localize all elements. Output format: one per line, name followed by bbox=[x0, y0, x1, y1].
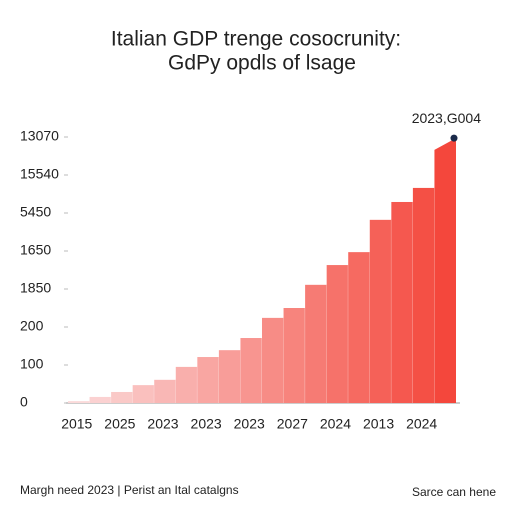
x-tick-label: 2025 bbox=[104, 416, 135, 432]
footer-left: Margh need 2023 | Perist an Ital catalgn… bbox=[20, 483, 239, 497]
end-point bbox=[450, 134, 458, 142]
y-tick-label: 100 bbox=[20, 356, 44, 372]
chart-subtitle: GdPy opdls of lsage bbox=[168, 52, 356, 75]
area-step bbox=[218, 350, 241, 403]
footer-right: Sarce can hene bbox=[412, 485, 496, 499]
area-step bbox=[89, 396, 112, 403]
area-step bbox=[434, 138, 456, 403]
y-tick-label: 5450 bbox=[20, 204, 51, 220]
area-step bbox=[262, 317, 285, 403]
y-tick-label: 13070 bbox=[20, 128, 59, 144]
chart-title: Italian GDP trenge cosocrunity: bbox=[111, 28, 401, 51]
x-tick-label: 2023 bbox=[234, 416, 265, 432]
area-step bbox=[197, 357, 220, 403]
y-tick-label: 0 bbox=[20, 394, 28, 410]
end-annotation: 2023,G004 bbox=[412, 110, 481, 126]
y-tick-label: 15540 bbox=[20, 166, 59, 182]
x-tick-label: 2027 bbox=[277, 416, 308, 432]
area-step bbox=[412, 187, 435, 403]
x-tick-label: 2024 bbox=[320, 416, 351, 432]
x-tick-label: 2015 bbox=[61, 416, 92, 432]
area-step bbox=[283, 308, 306, 403]
y-tick-label: 1850 bbox=[20, 280, 51, 296]
area-step bbox=[68, 401, 91, 403]
area-step bbox=[154, 379, 177, 403]
x-tick-label: 2013 bbox=[363, 416, 394, 432]
y-tick-label: 1650 bbox=[20, 242, 51, 258]
x-tick-label: 2023 bbox=[147, 416, 178, 432]
area-step bbox=[391, 201, 414, 403]
area-step bbox=[240, 338, 263, 403]
area-step bbox=[132, 385, 155, 403]
y-tick-label: 200 bbox=[20, 318, 44, 334]
area-step bbox=[348, 252, 371, 403]
area-step bbox=[305, 284, 328, 403]
area-step bbox=[175, 366, 198, 403]
x-tick-label: 2023 bbox=[191, 416, 222, 432]
area-step bbox=[369, 219, 392, 403]
area-step bbox=[111, 391, 134, 403]
area-step bbox=[326, 265, 349, 403]
x-tick-label: 2024 bbox=[406, 416, 437, 432]
